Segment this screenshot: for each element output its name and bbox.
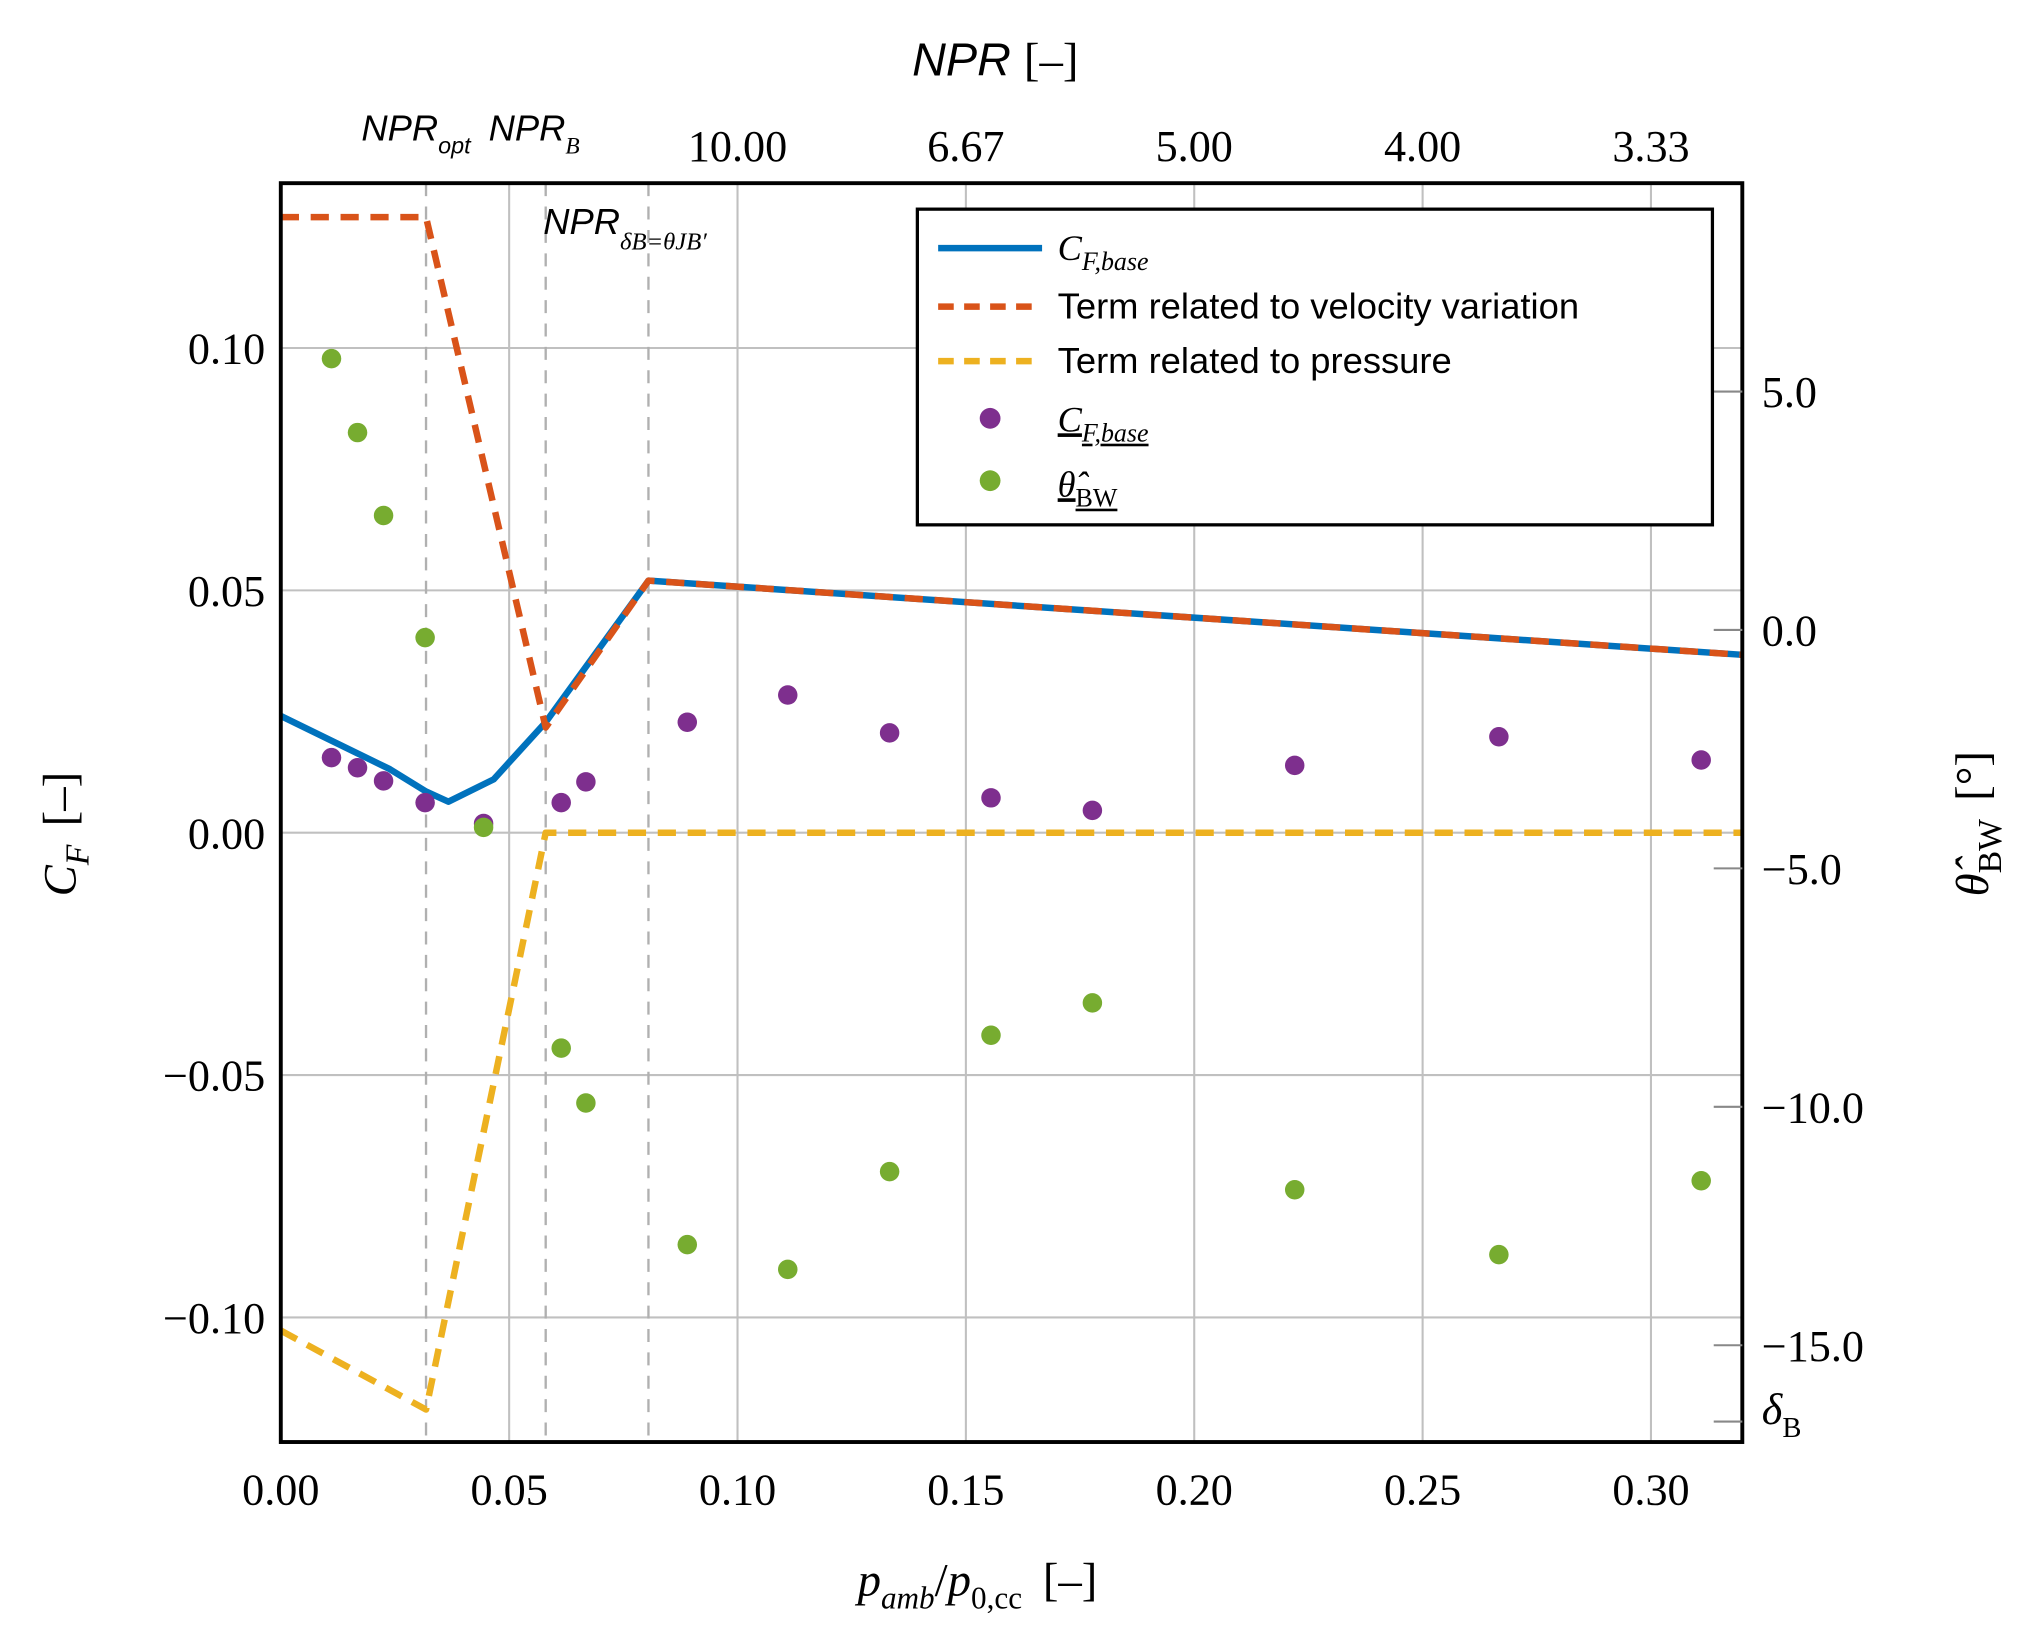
data-point [879,1161,900,1182]
data-point [551,792,571,813]
data-point [415,792,435,813]
data-point [321,348,342,369]
y-axis-label: CF[–] [35,772,97,897]
y2-tick-label: −15.0 [1762,1322,1864,1371]
data-point [347,758,368,778]
legend: CF,base Term related to velocity variati… [915,207,1715,527]
annotation-subscript: δB=θJB′ [620,228,707,255]
x-axis-label: pamb/p0,cc [–] [855,1554,1098,1615]
top-tick-label: 5.00 [1156,122,1233,171]
data-point [981,788,1001,808]
data-point [677,712,698,732]
y2-tick-label: 5.0 [1762,368,1817,417]
y-tick-label: 0.05 [188,567,265,616]
y2-delta-b-label: δB [1762,1385,1802,1444]
x-tick-label: 0.20 [1156,1465,1233,1514]
annotation-npr-delta: NPRδB=θJB′ [543,201,707,256]
y-tick-label: −0.10 [163,1294,265,1343]
series-layer [279,213,1743,1413]
data-point [778,685,798,705]
y2-tick-label: 0.0 [1762,607,1817,656]
data-point [473,817,494,838]
data-point [1082,993,1103,1013]
top-special-sub: opt [438,132,472,158]
data-point [321,747,342,768]
data-point [778,1259,798,1280]
data-point [576,1093,596,1113]
series-line-1 [280,213,1743,731]
data-point [1489,1244,1509,1265]
x-tick-label: 0.00 [242,1465,319,1514]
y-tick-label: 0.00 [188,809,265,858]
data-point [1284,1180,1305,1200]
data-point [347,422,368,443]
data-point [551,1038,571,1058]
data-point [576,772,596,792]
top-axis-label: NPR [–] [912,33,1078,86]
data-point [1082,800,1103,821]
legend-label-theta: θ̂BW [1058,464,1118,512]
legend-label-pressure: Term related to pressure [1058,340,1452,381]
data-point [1489,726,1509,747]
legend-label-cf-measured: CF,base [1058,399,1149,447]
series-line-0 [279,577,1743,805]
x-tick-label: 0.30 [1612,1465,1689,1514]
top-special-main: NPR [489,107,566,148]
ticks: 0.00 0.05 0.10 0.15 0.20 0.25 0.300.100.050.00… [163,107,1864,1514]
x-tick-label: 0.10 [699,1465,776,1514]
legend-box [915,207,1715,527]
data-point [677,1234,698,1255]
y2-tick-label: −10.0 [1762,1083,1864,1132]
y2-tick-label: −5.0 [1762,845,1842,894]
data-point [1691,1170,1711,1191]
top-tick-label: 10.00 [688,122,787,171]
top-tick-label: 6.67 [927,122,1004,171]
delta-symbol: δ [1762,1385,1784,1434]
x-tick-label: 0.25 [1384,1465,1461,1514]
top-special-label: NPRopt [361,107,472,158]
legend-marker-cf-measured [979,407,1001,429]
data-point [373,505,394,526]
data-point [1691,750,1711,770]
data-point [373,771,394,791]
data-point [1284,755,1305,776]
delta-subscript: B [1782,1413,1801,1444]
data-point [879,723,900,743]
legend-marker-theta [979,470,1001,492]
legend-label-cf-base: CF,base [1058,228,1149,276]
top-tick-label: 3.33 [1612,122,1689,171]
data-point [415,627,435,648]
top-special-sub: B [565,133,579,159]
top-tick-label: 4.00 [1384,122,1461,171]
plot-frame [278,181,1745,1444]
series-line-2 [279,829,1743,1413]
x-tick-label: 0.05 [471,1465,548,1514]
y-tick-label: 0.10 [188,325,265,374]
annotation-main: NPR [543,201,620,242]
top-special-label: NPRB [489,107,580,159]
x-tick-label: 0.15 [927,1465,1004,1514]
y2-axis-label: θ̂BW[°] [1947,751,2009,896]
y-tick-label: −0.05 [163,1052,265,1101]
top-special-main: NPR [361,107,438,148]
legend-label-velocity: Term related to velocity variation [1058,285,1579,326]
data-point [981,1025,1001,1046]
